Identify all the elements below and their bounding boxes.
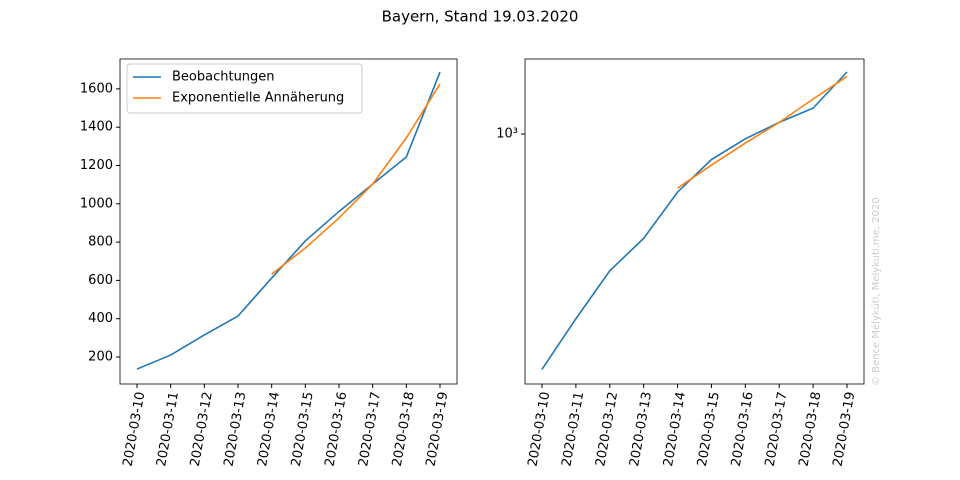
legend-label: Exponentielle Annäherung [172,91,344,106]
y-tick-label: 400 [88,311,113,326]
y-tick-label: 200 [88,349,113,364]
y-tick-label: 1600 [80,81,113,96]
figure-title: Bayern, Stand 19.03.2020 [382,8,579,26]
y-tick-label: 600 [88,273,113,288]
legend-box [126,63,363,114]
legend-label: Beobachtungen [172,70,275,85]
series-line [136,71,441,370]
y-tick-label: 10³ [496,126,518,141]
y-tick-label: 1400 [80,120,113,135]
y-tick-label: 800 [88,235,113,250]
y-tick-label: 1200 [80,158,113,173]
y-tick-label: 1000 [80,196,113,211]
series-line [677,75,848,189]
series-line [271,83,441,275]
axes-frame [119,58,458,385]
axes-frame [524,58,865,385]
watermark: © Bence Mélykúti, Melykuti.me, 2020 [870,197,882,386]
